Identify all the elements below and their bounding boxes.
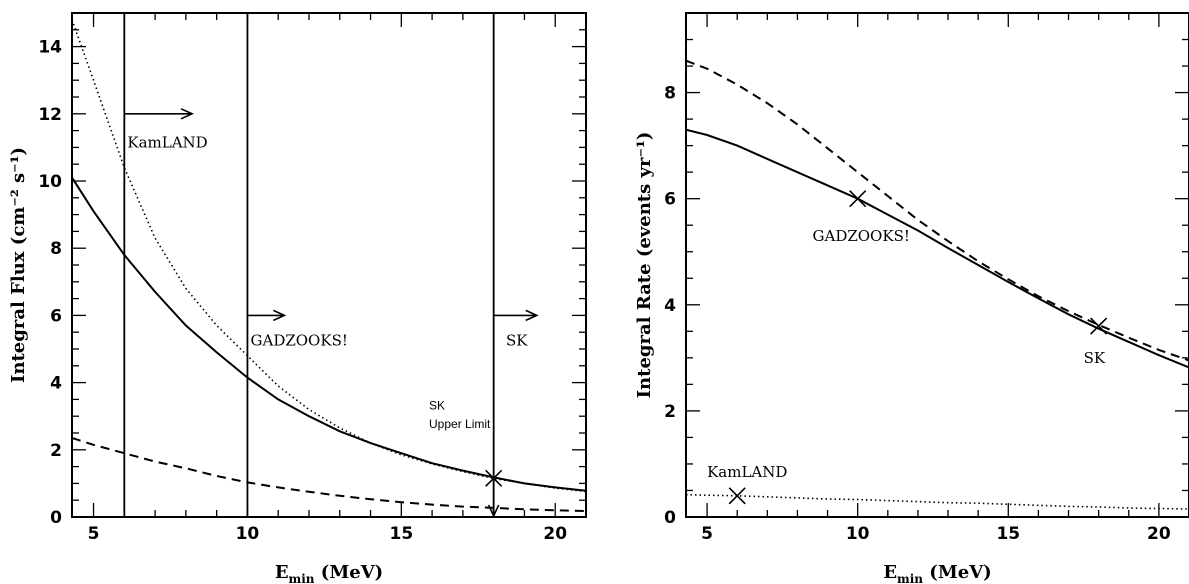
annotation-label: SK <box>429 398 445 412</box>
data-marker-x <box>1090 317 1108 335</box>
y-tick-label: 0 <box>50 508 62 528</box>
x-tick-label: 15 <box>389 524 413 544</box>
y-tick-label: 8 <box>50 239 62 259</box>
threshold-arrow-head <box>525 309 539 322</box>
x-tick-label: 5 <box>88 524 100 544</box>
annotation-label: GADZOOKS! <box>251 332 348 350</box>
y-tick-label: 6 <box>50 306 62 326</box>
plot-frame <box>71 12 587 518</box>
upper-limit-arrow-head <box>487 504 500 518</box>
x-axis-label: Emin (MeV) <box>883 562 991 584</box>
y-tick-label: 2 <box>50 441 62 461</box>
x-tick-label: 10 <box>846 524 870 544</box>
data-marker-x <box>728 487 746 505</box>
annotation-label: KamLAND <box>127 133 207 151</box>
y-tick-label: 0 <box>664 508 676 528</box>
y-tick-label: 14 <box>38 38 62 58</box>
y-axis-label: Integral Rate (events yr⁻¹) <box>634 132 655 399</box>
y-tick-label: 4 <box>50 374 62 394</box>
y-tick-label: 10 <box>38 172 62 192</box>
series-line-dotted <box>686 493 1189 510</box>
annotation-label: SK <box>1084 349 1106 367</box>
annotation-label: SK <box>506 332 528 350</box>
data-marker-x <box>849 190 867 208</box>
y-tick-label: 4 <box>664 296 676 316</box>
y-axis-label: Integral Flux (cm⁻² s⁻¹) <box>8 147 29 383</box>
series-line-dashed <box>686 59 1189 362</box>
chart-panel-left: 5 10 15 20 0 2 4 6 8 10 12 14 Emin (MeV) Integral Flu… <box>8 12 587 584</box>
series-line-dashed <box>72 437 586 512</box>
threshold-arrow-head <box>180 108 194 120</box>
plot-frame <box>685 12 1189 518</box>
y-tick-label: 12 <box>38 105 62 125</box>
chart-panel-right: 5 10 15 20 0 2 4 6 8 Emin (MeV) Integral Rate (eve… <box>634 12 1189 584</box>
annotation-label: GADZOOKS! <box>813 227 910 245</box>
x-tick-label: 20 <box>543 524 567 544</box>
annotation-label: KamLAND <box>707 463 787 481</box>
x-tick-label: 10 <box>236 524 260 544</box>
annotation-label: Upper Limit <box>429 417 491 431</box>
series-line-dotted <box>72 19 586 493</box>
x-tick-label: 15 <box>996 524 1020 544</box>
y-tick-label: 8 <box>664 84 676 104</box>
data-marker-x <box>485 469 503 487</box>
y-tick-label: 2 <box>664 402 676 422</box>
series-line-solid <box>72 177 586 492</box>
x-tick-label: 20 <box>1147 524 1171 544</box>
series-line-solid <box>686 128 1189 369</box>
x-tick-label: 5 <box>701 524 713 544</box>
threshold-arrow-head <box>273 309 287 322</box>
x-axis-label: Emin (MeV) <box>275 562 383 584</box>
y-tick-label: 6 <box>664 190 676 210</box>
